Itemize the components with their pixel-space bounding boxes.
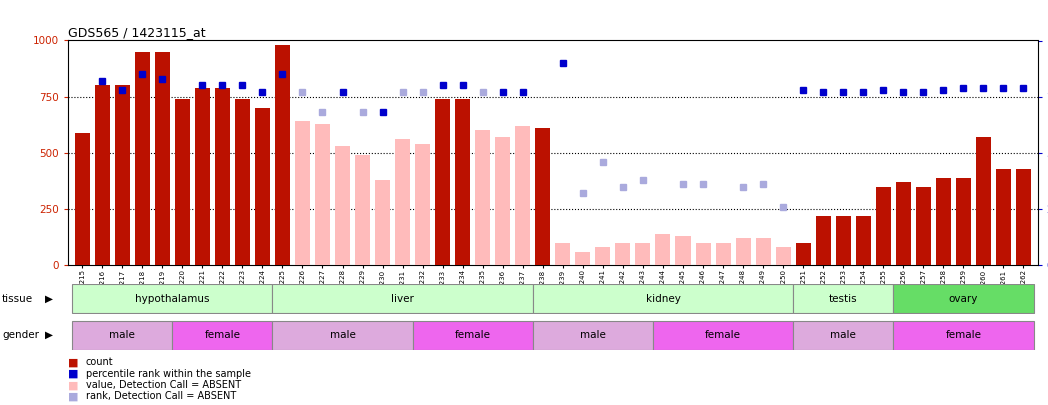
Text: ▶: ▶ <box>45 330 53 340</box>
Bar <box>696 243 711 265</box>
FancyBboxPatch shape <box>893 284 1033 313</box>
Bar <box>475 130 490 265</box>
Text: male: male <box>580 330 606 340</box>
Bar <box>776 247 790 265</box>
Bar <box>1016 168 1031 265</box>
Bar <box>255 108 270 265</box>
Bar <box>114 85 130 265</box>
Bar <box>335 146 350 265</box>
Bar <box>916 187 931 265</box>
FancyBboxPatch shape <box>413 321 532 350</box>
Bar <box>135 52 150 265</box>
Bar <box>275 45 290 265</box>
Bar <box>294 122 310 265</box>
Bar <box>595 247 610 265</box>
FancyBboxPatch shape <box>653 321 793 350</box>
FancyBboxPatch shape <box>72 284 272 313</box>
Bar <box>736 238 750 265</box>
Text: tissue: tissue <box>2 294 34 304</box>
Bar <box>795 243 811 265</box>
Bar <box>996 168 1011 265</box>
Bar <box>155 52 170 265</box>
Text: male: male <box>830 330 856 340</box>
FancyBboxPatch shape <box>532 321 653 350</box>
Text: ovary: ovary <box>948 294 978 304</box>
Bar <box>496 137 510 265</box>
Text: liver: liver <box>391 294 414 304</box>
Bar <box>676 236 691 265</box>
Text: ■: ■ <box>68 392 79 401</box>
FancyBboxPatch shape <box>793 321 893 350</box>
Text: male: male <box>109 330 135 340</box>
Bar <box>615 243 631 265</box>
Bar <box>655 234 671 265</box>
Bar <box>74 133 90 265</box>
Bar <box>235 99 249 265</box>
Text: female: female <box>455 330 490 340</box>
Text: ▶: ▶ <box>45 294 53 304</box>
Text: female: female <box>204 330 240 340</box>
FancyBboxPatch shape <box>893 321 1033 350</box>
Text: rank, Detection Call = ABSENT: rank, Detection Call = ABSENT <box>86 392 236 401</box>
Bar <box>896 182 911 265</box>
Text: ■: ■ <box>68 358 79 367</box>
Bar <box>215 88 230 265</box>
Bar <box>516 126 530 265</box>
Text: male: male <box>329 330 355 340</box>
Bar <box>936 178 951 265</box>
Text: ■: ■ <box>68 380 79 390</box>
Text: gender: gender <box>2 330 39 340</box>
Text: ■: ■ <box>68 369 79 379</box>
Bar <box>976 137 991 265</box>
Bar <box>815 216 831 265</box>
Text: kidney: kidney <box>646 294 680 304</box>
Text: hypothalamus: hypothalamus <box>135 294 210 304</box>
FancyBboxPatch shape <box>172 321 272 350</box>
Bar <box>716 243 730 265</box>
Bar <box>536 128 550 265</box>
Text: count: count <box>86 358 113 367</box>
FancyBboxPatch shape <box>272 321 413 350</box>
Bar <box>315 124 330 265</box>
FancyBboxPatch shape <box>532 284 793 313</box>
Bar <box>375 180 390 265</box>
Bar <box>435 99 451 265</box>
Text: value, Detection Call = ABSENT: value, Detection Call = ABSENT <box>86 380 241 390</box>
Bar <box>555 243 570 265</box>
Bar <box>635 243 651 265</box>
Text: percentile rank within the sample: percentile rank within the sample <box>86 369 250 379</box>
Bar <box>355 155 370 265</box>
Bar <box>876 187 891 265</box>
Text: testis: testis <box>829 294 857 304</box>
Bar <box>856 216 871 265</box>
FancyBboxPatch shape <box>272 284 532 313</box>
FancyBboxPatch shape <box>72 321 172 350</box>
Bar <box>415 144 430 265</box>
Bar <box>195 88 210 265</box>
Bar <box>835 216 851 265</box>
Text: female: female <box>945 330 981 340</box>
Text: female: female <box>705 330 741 340</box>
Bar <box>395 139 410 265</box>
Bar <box>94 85 110 265</box>
Bar <box>575 252 590 265</box>
Text: GDS565 / 1423115_at: GDS565 / 1423115_at <box>68 26 205 39</box>
Bar <box>175 99 190 265</box>
Bar <box>455 99 471 265</box>
FancyBboxPatch shape <box>793 284 893 313</box>
Bar <box>756 238 770 265</box>
Bar <box>956 178 970 265</box>
